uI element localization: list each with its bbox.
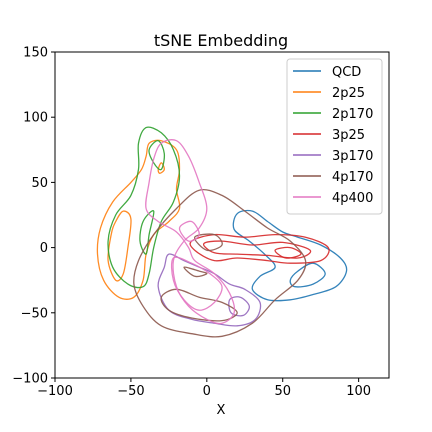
x-tick-label: 50 — [274, 384, 291, 399]
x-tick-label: −100 — [37, 384, 73, 399]
series-layer — [96, 126, 348, 338]
x-axis: −100 −50 0 50 100 — [37, 378, 371, 399]
contour-4p170 — [194, 233, 223, 252]
contour-4p170 — [183, 266, 208, 278]
series-4p400-contours — [145, 139, 236, 325]
contour-3p25 — [189, 233, 330, 264]
plot-area-frame — [54, 51, 390, 379]
legend-box — [286, 58, 383, 215]
legend: QCD 2p25 2p170 3p25 3p170 4p170 4p400 — [286, 58, 383, 215]
series-3p25-contours — [189, 233, 330, 264]
legend-label-2p25: 2p25 — [332, 86, 365, 101]
x-tick-label: −50 — [117, 384, 144, 399]
contour-2p170 — [107, 126, 181, 289]
contour-2p170 — [139, 210, 155, 255]
chart-title: tSNE Embedding — [154, 31, 288, 50]
legend-label-4p400: 4p400 — [332, 191, 373, 206]
x-tick-label: 100 — [346, 384, 371, 399]
legend-label-2p170: 2p170 — [332, 107, 373, 122]
legend-label-3p170: 3p170 — [332, 149, 373, 164]
y-tick-label: 0 — [40, 241, 48, 256]
x-axis-title: X — [217, 403, 226, 418]
contour-QCD — [232, 209, 348, 302]
contour-QCD — [289, 262, 326, 288]
legend-label-3p25: 3p25 — [332, 128, 365, 143]
x-tick-label: 0 — [203, 384, 211, 399]
contour-4p400 — [170, 256, 223, 311]
y-tick-label: −100 — [12, 372, 48, 387]
contour-4p170 — [160, 288, 238, 322]
y-tick-label: 50 — [31, 176, 48, 191]
contour-3p25 — [203, 240, 312, 259]
series-QCD-contours — [232, 209, 348, 302]
contour-2p25 — [157, 162, 165, 174]
y-tick-label: −50 — [21, 306, 48, 321]
contour-3p170 — [228, 296, 250, 317]
y-axis: −100 −50 0 50 100 150 — [12, 46, 55, 387]
legend-label-4p170: 4p170 — [332, 170, 373, 185]
contour-2p25 — [107, 210, 132, 282]
y-tick-label: 100 — [23, 111, 48, 126]
contour-4p400 — [145, 139, 236, 325]
legend-label-QCD: QCD — [332, 65, 361, 80]
series-2p25-contours — [96, 139, 181, 300]
contour-2p25 — [96, 139, 181, 300]
contour-4p400 — [178, 220, 200, 242]
contour-4p170 — [133, 188, 307, 338]
contour-3p25 — [274, 246, 302, 259]
series-4p170-contours — [133, 188, 307, 338]
y-tick-label: 150 — [23, 46, 48, 61]
